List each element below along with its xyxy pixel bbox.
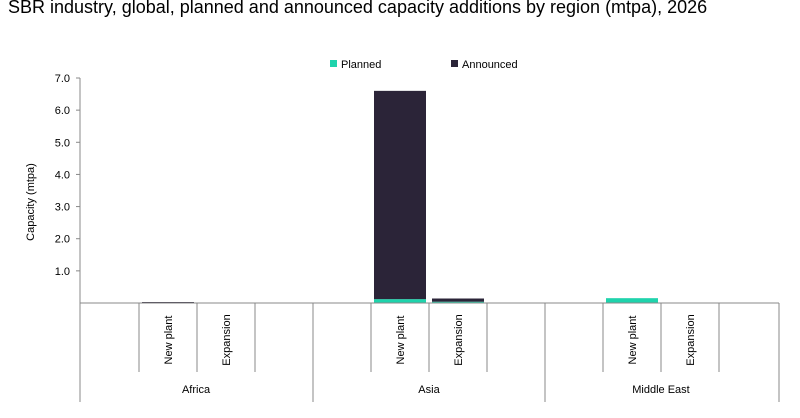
- bar-planned: [606, 298, 658, 303]
- y-tick-label: 6.0: [55, 105, 70, 117]
- category-label: New plant: [395, 316, 407, 365]
- y-tick-label: 1.0: [55, 266, 70, 278]
- group-label: Africa: [182, 384, 211, 396]
- y-axis: 1.0 2.0 3.0 4.0 5.0 6.0 7.0: [55, 73, 81, 303]
- legend-swatch-planned: [330, 60, 337, 67]
- category-label: New plant: [163, 316, 175, 365]
- y-tick-label: 4.0: [55, 169, 70, 181]
- plot-area: [142, 90, 658, 304]
- y-tick-label: 5.0: [55, 137, 70, 149]
- category-label: Expansion: [221, 314, 233, 365]
- group-label: Asia: [418, 384, 440, 396]
- bar-announced: [432, 298, 484, 302]
- group-label: Middle East: [632, 384, 689, 396]
- y-tick-label: 2.0: [55, 234, 70, 246]
- y-axis-title: Capacity (mtpa): [25, 163, 37, 241]
- legend-swatch-announced: [451, 60, 458, 67]
- y-tick-label: 7.0: [55, 73, 70, 85]
- category-label: Expansion: [453, 314, 465, 365]
- y-tick-label: 3.0: [55, 202, 70, 214]
- legend: Planned Announced: [330, 59, 518, 71]
- legend-label-announced: Announced: [462, 59, 518, 71]
- bar-announced: [374, 90, 426, 300]
- chart-title: SBR industry, global, planned and announ…: [8, 0, 708, 17]
- bar-planned: [374, 299, 426, 303]
- x-axis: New plant Expansion New plant Expansion New …: [79, 302, 780, 402]
- bar-planned: [432, 301, 484, 303]
- category-label: New plant: [627, 316, 639, 365]
- legend-label-planned: Planned: [341, 59, 381, 71]
- category-label: Expansion: [685, 314, 697, 365]
